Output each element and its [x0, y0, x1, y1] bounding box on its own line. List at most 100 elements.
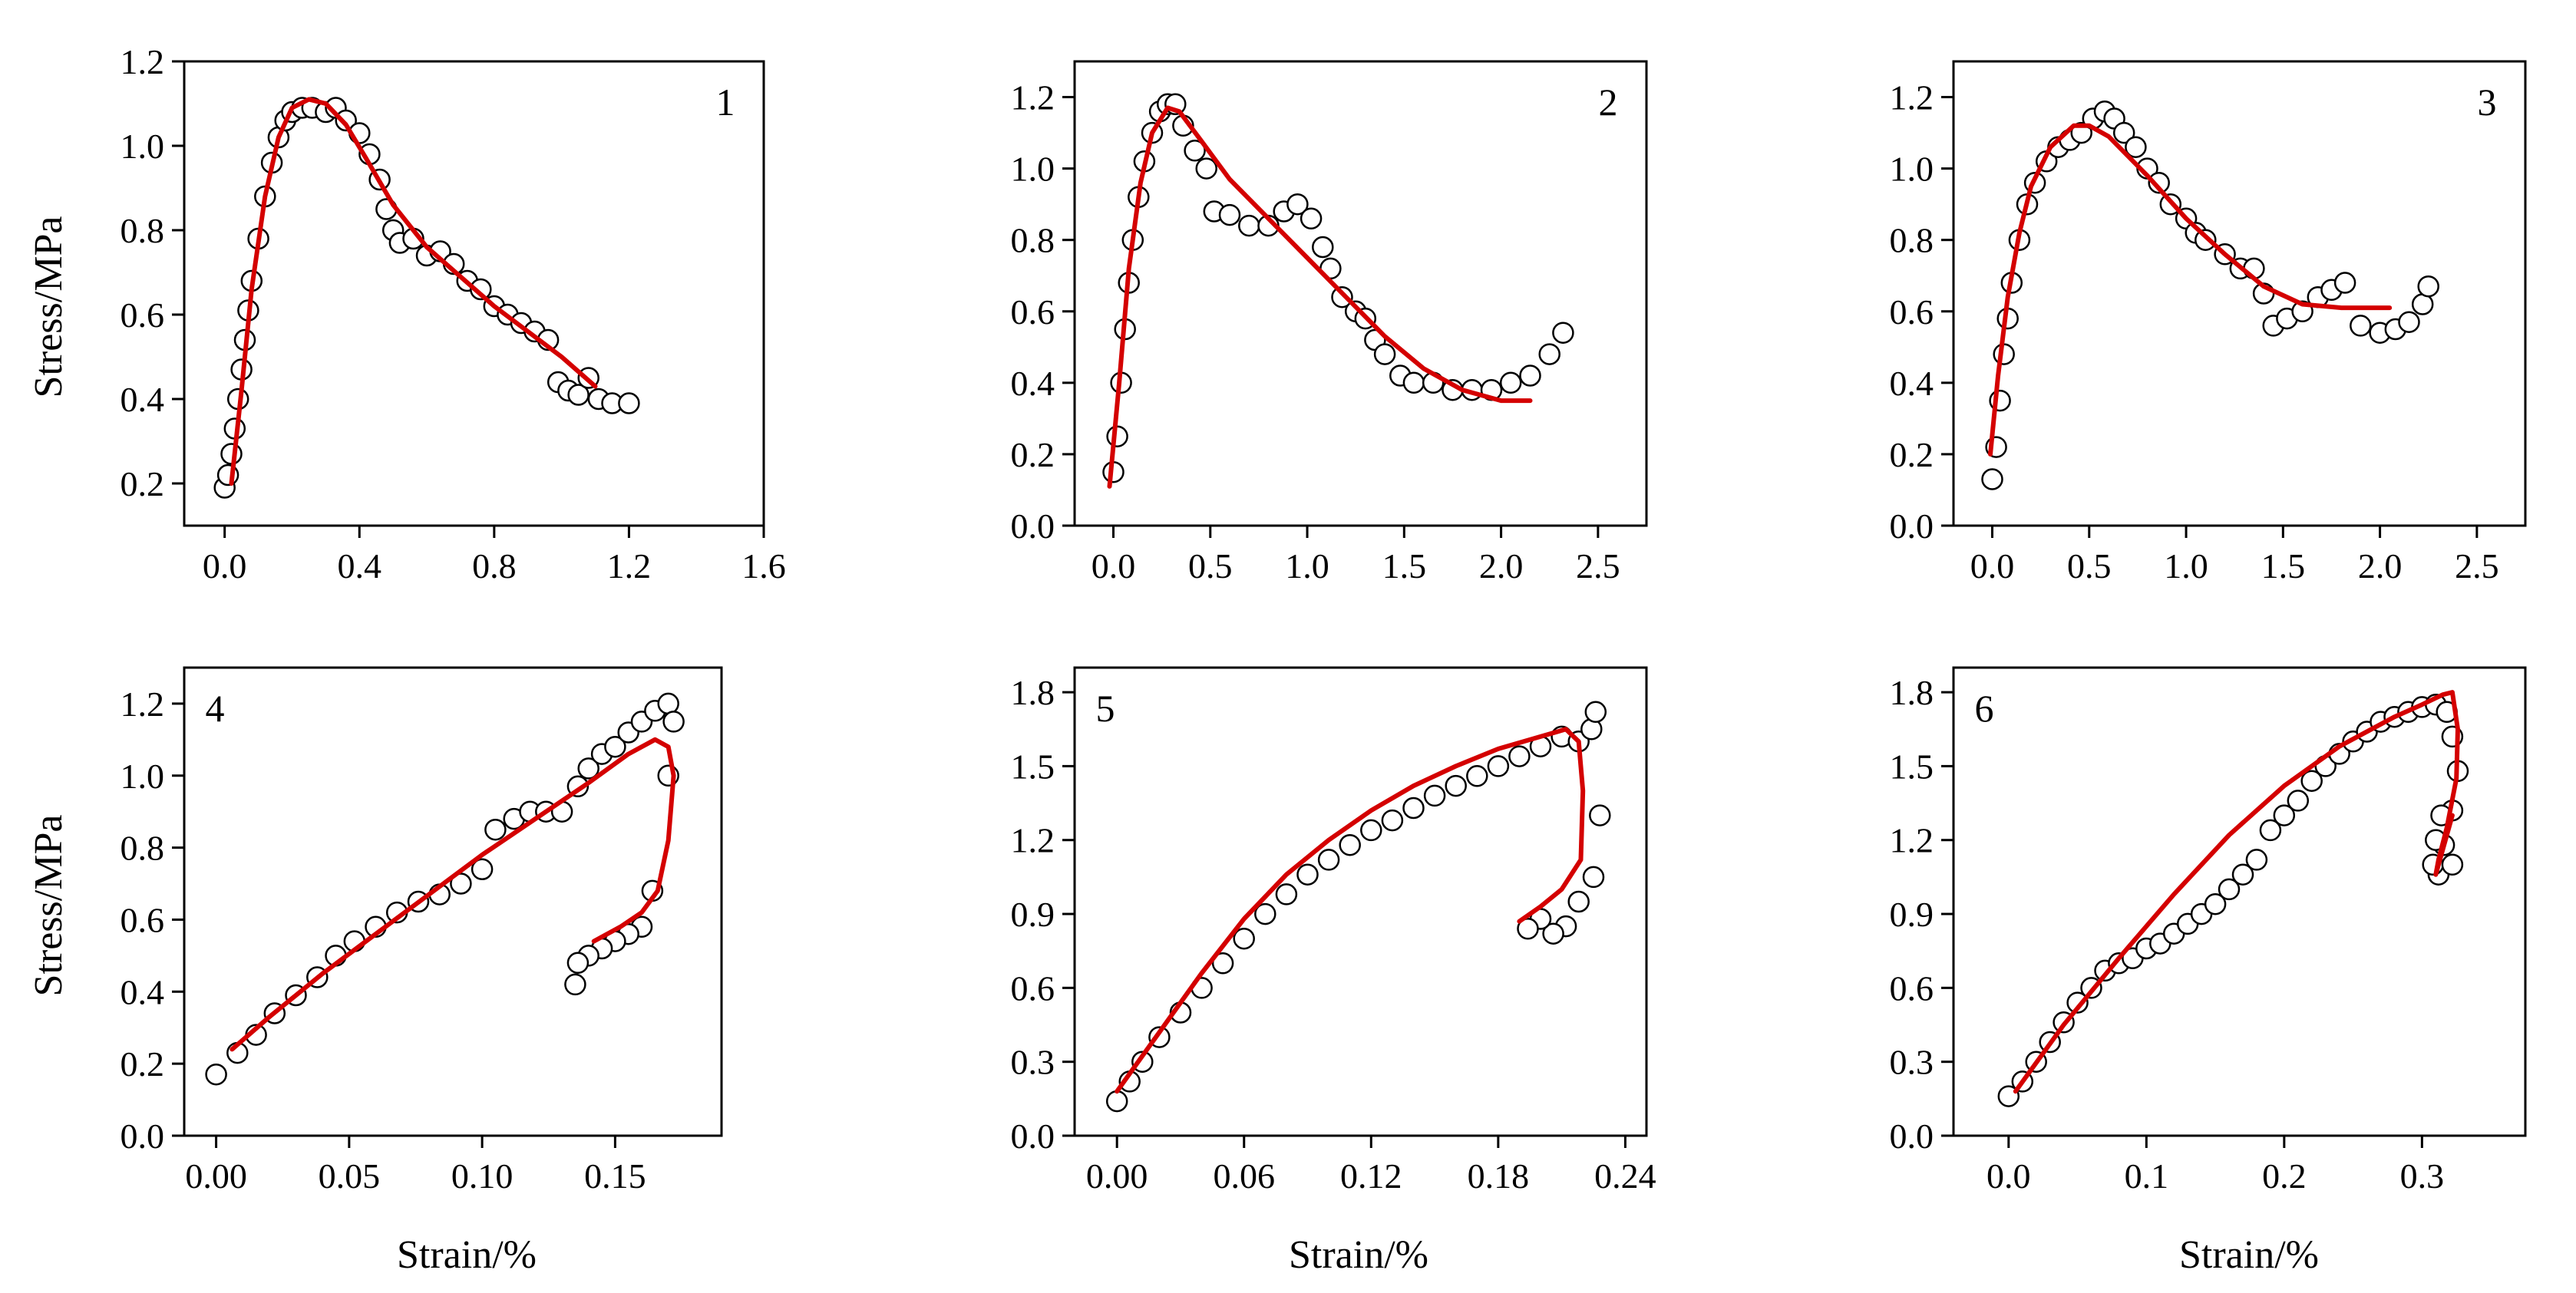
panel-1-data-point	[335, 109, 357, 132]
panel-4-y-tick-label: 0.8	[121, 829, 165, 868]
panel-3-x-tick-label: 1.0	[2164, 546, 2208, 585]
panel-1-x-tick-label: 0.8	[472, 546, 517, 585]
panel-3-y-tick-label: 0.8	[1890, 221, 1934, 260]
panel-1-fit-curve	[229, 97, 598, 486]
panel-4-frame	[183, 666, 723, 1137]
panel-1-x-tick-label: 1.2	[607, 546, 652, 585]
panel-3-data-point	[2417, 275, 2439, 298]
panel-4-x-tick-label: 0.00	[185, 1156, 247, 1196]
panel-6-frame	[1952, 666, 2527, 1137]
y-axis-label-top: Stress/MPa	[27, 216, 71, 398]
panel-6-data-point	[2259, 819, 2282, 842]
panel-2-x-tick-label: 0.0	[1091, 546, 1136, 585]
panel-3-y-tick-label: 0.4	[1890, 364, 1934, 403]
panel-5-data-point	[1296, 863, 1319, 886]
panel-5-number: 5	[1096, 687, 1115, 730]
panel-4-data-point	[484, 818, 507, 841]
panel-4-y-tick-label: 0.4	[121, 972, 165, 1011]
panel-5-data-point	[1445, 774, 1467, 797]
panel-1-x-tick-label: 0.4	[338, 546, 382, 585]
panel-1-y-tick-label: 0.4	[121, 380, 165, 419]
panel-2-x-tick-label: 2.5	[1576, 546, 1620, 585]
panel-3-y-tick-label: 0.2	[1890, 435, 1934, 474]
panel-4-y-tick-label: 0.6	[121, 900, 165, 939]
panel-6-data-point	[2287, 790, 2310, 812]
panel-1-x-tick-label: 0.0	[203, 546, 247, 585]
panel-2-x-tick-label: 0.5	[1188, 546, 1233, 585]
panel-6-y-tick-label: 1.2	[1890, 821, 1934, 860]
panel-5-data-point	[1423, 784, 1446, 807]
x-axis-label-middle: Strain/%	[1289, 1233, 1428, 1277]
panel-6-y-tick-label: 0.9	[1890, 895, 1934, 934]
panel-6-y-tick-label: 0.6	[1890, 968, 1934, 1008]
panel-4-data-point	[604, 735, 626, 758]
panel-1-data-point	[618, 392, 640, 414]
panels: 0.0 0.4 0.8 1.2 1.6 0.2 0.4 0.6 0.8 1.0 1.2 1 0.0 0.5…	[121, 42, 2527, 1196]
panel-4-data-point	[577, 757, 599, 780]
panel-5-data-point	[1275, 883, 1298, 905]
panel-4-data-point	[662, 711, 685, 733]
panel-3-y-tick-label: 1.2	[1890, 78, 1934, 117]
chart-panel-5: 0.00 0.06 0.12 0.18 0.24 0.0 0.3 0.6 0.9 1.2 1.5 1.…	[1011, 666, 1656, 1196]
panel-5-data-point	[1582, 866, 1605, 889]
panel-5-data-point	[1589, 804, 1611, 826]
panel-5-y-tick-label: 0.3	[1011, 1043, 1055, 1082]
panel-2-data-point	[1312, 236, 1334, 259]
panel-1-x-tick-label: 1.6	[741, 546, 786, 585]
panel-2-data-point	[1402, 371, 1425, 394]
panel-4-y-tick-label: 0.2	[121, 1044, 165, 1084]
panel-2-y-tick-label: 0.2	[1011, 435, 1055, 474]
panel-6-y-tick-label: 0.3	[1890, 1043, 1934, 1082]
panel-3-data-point	[2398, 311, 2420, 333]
panel-4-data-point	[205, 1063, 227, 1086]
panel-5-data-point	[1584, 701, 1607, 724]
panel-2-data-point	[1499, 371, 1522, 394]
panel-6-x-tick-label: 0.2	[2262, 1156, 2307, 1196]
panel-6-data-point	[2231, 863, 2254, 886]
panel-5-points	[1105, 701, 1611, 1113]
panel-6-y-tick-label: 0.0	[1890, 1117, 1934, 1156]
panel-5-y-tick-label: 0.9	[1011, 895, 1055, 934]
panel-2-data-point	[1300, 207, 1323, 230]
panel-6-y-tick-label: 1.5	[1890, 747, 1934, 786]
panel-3-data-point	[2125, 136, 2147, 158]
panel-6-data-point	[2204, 892, 2227, 915]
panel-1-y-tick-label: 0.6	[121, 295, 165, 335]
panel-5-x-tick-label: 0.18	[1468, 1156, 1530, 1196]
panel-5-y-tick-label: 0.6	[1011, 968, 1055, 1008]
panel-2-data-point	[1331, 285, 1353, 308]
panel-4-number: 4	[206, 687, 225, 730]
panel-1-data-point	[220, 443, 243, 465]
panel-2-data-point	[1184, 140, 1206, 162]
panel-4-y-tick-label: 1.0	[121, 757, 165, 796]
panel-5-data-point	[1466, 765, 1488, 787]
y-axis-label-bottom: Stress/MPa	[27, 815, 71, 997]
panel-5-y-tick-label: 1.2	[1011, 821, 1055, 860]
panel-3-x-tick-label: 1.5	[2261, 546, 2306, 585]
panel-3-y-tick-label: 0.0	[1890, 506, 1934, 546]
panel-4-data-point	[450, 872, 472, 895]
panel-4-y-tick-label: 0.0	[121, 1117, 165, 1156]
panel-2-data-point	[1238, 214, 1260, 237]
panel-2-number: 2	[1599, 81, 1618, 124]
panel-3-data-point	[2112, 121, 2135, 144]
panel-6-data-point	[2273, 804, 2296, 826]
chart-panel-4: 0.00 0.05 0.10 0.15 0.0 0.2 0.4 0.6 0.8 1.0 1.2 4	[121, 666, 723, 1196]
panel-6-data-point	[2441, 853, 2464, 876]
panel-1-data-point	[567, 384, 590, 406]
panel-3-frame	[1952, 60, 2527, 527]
chart-panel-6: 0.0 0.1 0.2 0.3 0.0 0.3 0.6 0.9 1.2 1.5 1.8 6	[1890, 666, 2527, 1196]
panel-3-data-point	[2350, 315, 2372, 337]
panel-2-data-point	[1286, 193, 1309, 216]
chart-panel-1: 0.0 0.4 0.8 1.2 1.6 0.2 0.4 0.6 0.8 1.0 1.2 1	[121, 42, 786, 585]
panel-4-x-tick-label: 0.15	[584, 1156, 646, 1196]
panel-2-frame	[1073, 60, 1648, 527]
chart-panel-2: 0.0 0.5 1.0 1.5 2.0 2.5 0.0 0.2 0.4 0.6 0.8 1.0 1.2 2	[1011, 60, 1648, 585]
panel-2-fit-curve	[1107, 105, 1533, 489]
panel-3-x-tick-label: 2.5	[2455, 546, 2499, 585]
panel-2-x-tick-label: 2.0	[1479, 546, 1524, 585]
panel-6-data-point	[2245, 849, 2268, 871]
panel-5-x-tick-label: 0.06	[1213, 1156, 1275, 1196]
x-axis-label-right: Strain/%	[2179, 1233, 2319, 1277]
panel-1-number: 1	[716, 81, 735, 124]
